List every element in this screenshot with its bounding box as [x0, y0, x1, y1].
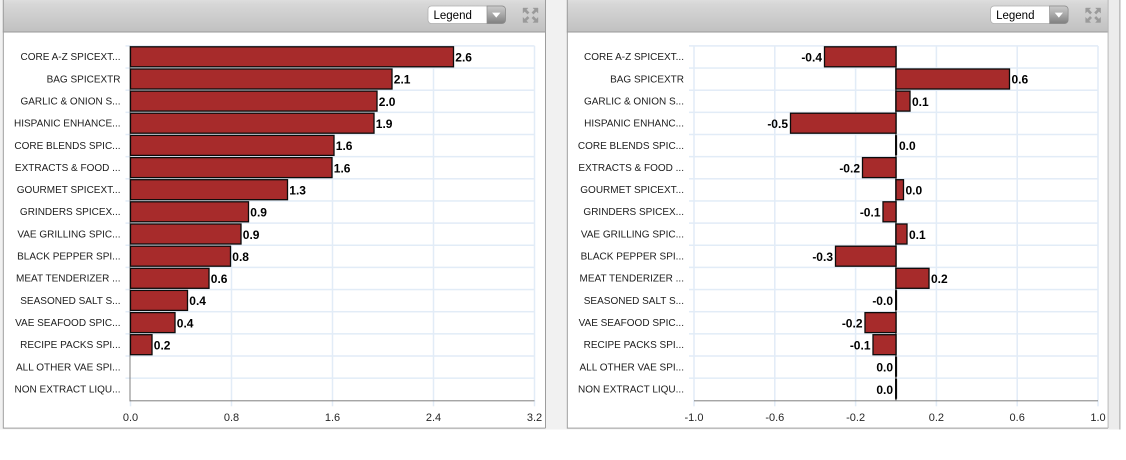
svg-text:VAE SEAFOOD SPIC...: VAE SEAFOOD SPIC... — [579, 318, 684, 329]
svg-text:NON EXTRACT LIQU...: NON EXTRACT LIQU... — [578, 384, 684, 395]
svg-text:1.3: 1.3 — [289, 184, 306, 198]
svg-text:0.6: 0.6 — [1012, 73, 1029, 87]
svg-text:0.6: 0.6 — [211, 272, 228, 286]
svg-text:MEAT TENDERIZER ...: MEAT TENDERIZER ... — [580, 274, 684, 285]
svg-text:BAG SPICEXTR: BAG SPICEXTR — [610, 74, 684, 85]
svg-text:-0.3: -0.3 — [812, 250, 833, 264]
svg-text:GARLIC & ONION S...: GARLIC & ONION S... — [20, 97, 120, 108]
svg-text:-0.1: -0.1 — [860, 206, 881, 220]
svg-text:BLACK PEPPER SPI...: BLACK PEPPER SPI... — [17, 252, 120, 263]
svg-text:VAE GRILLING SPIC...: VAE GRILLING SPIC... — [581, 229, 684, 240]
svg-text:0.2: 0.2 — [154, 339, 171, 353]
svg-text:0.0: 0.0 — [876, 361, 893, 375]
svg-text:MEAT TENDERIZER ...: MEAT TENDERIZER ... — [16, 274, 120, 285]
svg-text:Legend: Legend — [434, 10, 472, 22]
svg-text:0.2: 0.2 — [931, 272, 948, 286]
svg-text:-0.6: -0.6 — [765, 412, 784, 424]
svg-text:-0.4: -0.4 — [801, 51, 822, 65]
svg-text:BAG SPICEXTR: BAG SPICEXTR — [47, 74, 121, 85]
svg-text:0.9: 0.9 — [243, 228, 260, 242]
svg-text:GRINDERS SPICEX...: GRINDERS SPICEX... — [583, 207, 684, 218]
svg-text:-0.5: -0.5 — [767, 117, 788, 131]
svg-text:0.4: 0.4 — [177, 316, 194, 330]
svg-text:SEASONED SALT S...: SEASONED SALT S... — [584, 296, 684, 307]
svg-text:0.2: 0.2 — [929, 412, 944, 424]
svg-text:-0.2: -0.2 — [839, 161, 860, 175]
svg-text:0.9: 0.9 — [250, 206, 267, 220]
svg-text:0.0: 0.0 — [899, 139, 916, 153]
svg-text:0.6: 0.6 — [1010, 412, 1025, 424]
svg-text:EXTRACTS & FOOD ...: EXTRACTS & FOOD ... — [578, 163, 684, 174]
svg-text:GOURMET SPICEXT...: GOURMET SPICEXT... — [17, 185, 121, 196]
svg-text:-0.1: -0.1 — [850, 339, 871, 353]
svg-text:GARLIC & ONION S...: GARLIC & ONION S... — [584, 97, 684, 108]
svg-text:1.0: 1.0 — [1090, 412, 1105, 424]
svg-text:SEASONED SALT S...: SEASONED SALT S... — [20, 296, 120, 307]
svg-text:1.6: 1.6 — [325, 412, 340, 424]
svg-text:0.8: 0.8 — [232, 250, 249, 264]
svg-text:GRINDERS SPICEX...: GRINDERS SPICEX... — [20, 207, 121, 218]
svg-text:0.1: 0.1 — [912, 95, 929, 109]
svg-text:RECIPE PACKS SPI...: RECIPE PACKS SPI... — [584, 340, 684, 351]
svg-text:2.4: 2.4 — [426, 412, 441, 424]
svg-text:CORE BLENDS SPIC...: CORE BLENDS SPIC... — [14, 141, 120, 152]
svg-text:2.6: 2.6 — [455, 51, 472, 65]
svg-text:1.9: 1.9 — [376, 117, 393, 131]
svg-text:CORE A-Z SPICEXT...: CORE A-Z SPICEXT... — [20, 52, 120, 63]
svg-text:0.0: 0.0 — [876, 383, 893, 397]
svg-text:ALL OTHER VAE SPI...: ALL OTHER VAE SPI... — [580, 362, 684, 373]
svg-text:-0.0: -0.0 — [872, 294, 893, 308]
svg-text:EXTRACTS & FOOD ...: EXTRACTS & FOOD ... — [15, 163, 121, 174]
svg-text:BLACK PEPPER SPI...: BLACK PEPPER SPI... — [581, 252, 684, 263]
svg-text:CORE BLENDS SPIC...: CORE BLENDS SPIC... — [578, 141, 684, 152]
svg-text:1.6: 1.6 — [334, 161, 351, 175]
svg-text:GOURMET SPICEXT...: GOURMET SPICEXT... — [580, 185, 684, 196]
svg-text:0.8: 0.8 — [224, 412, 239, 424]
svg-text:VAE GRILLING SPIC...: VAE GRILLING SPIC... — [17, 229, 120, 240]
svg-text:2.0: 2.0 — [379, 95, 396, 109]
svg-text:VAE SEAFOOD SPIC...: VAE SEAFOOD SPIC... — [15, 318, 120, 329]
svg-text:-0.2: -0.2 — [842, 316, 863, 330]
svg-text:NON EXTRACT LIQU...: NON EXTRACT LIQU... — [15, 384, 121, 395]
svg-text:HISPANIC ENHANCE...: HISPANIC ENHANCE... — [14, 119, 121, 130]
svg-text:CORE A-Z SPICEXT...: CORE A-Z SPICEXT... — [584, 52, 684, 63]
svg-text:-1.0: -1.0 — [685, 412, 704, 424]
svg-text:Legend: Legend — [996, 10, 1034, 22]
svg-text:0.4: 0.4 — [189, 294, 206, 308]
svg-text:RECIPE PACKS SPI...: RECIPE PACKS SPI... — [20, 340, 120, 351]
svg-text:0.0: 0.0 — [906, 184, 923, 198]
svg-text:0.0: 0.0 — [123, 412, 138, 424]
svg-text:2.1: 2.1 — [394, 73, 411, 87]
svg-text:ALL OTHER VAE SPI...: ALL OTHER VAE SPI... — [16, 362, 120, 373]
svg-text:0.1: 0.1 — [909, 228, 926, 242]
svg-text:3.2: 3.2 — [527, 412, 542, 424]
svg-text:HISPANIC ENHANC...: HISPANIC ENHANC... — [584, 119, 684, 130]
svg-text:-0.2: -0.2 — [846, 412, 865, 424]
svg-text:1.6: 1.6 — [336, 139, 353, 153]
